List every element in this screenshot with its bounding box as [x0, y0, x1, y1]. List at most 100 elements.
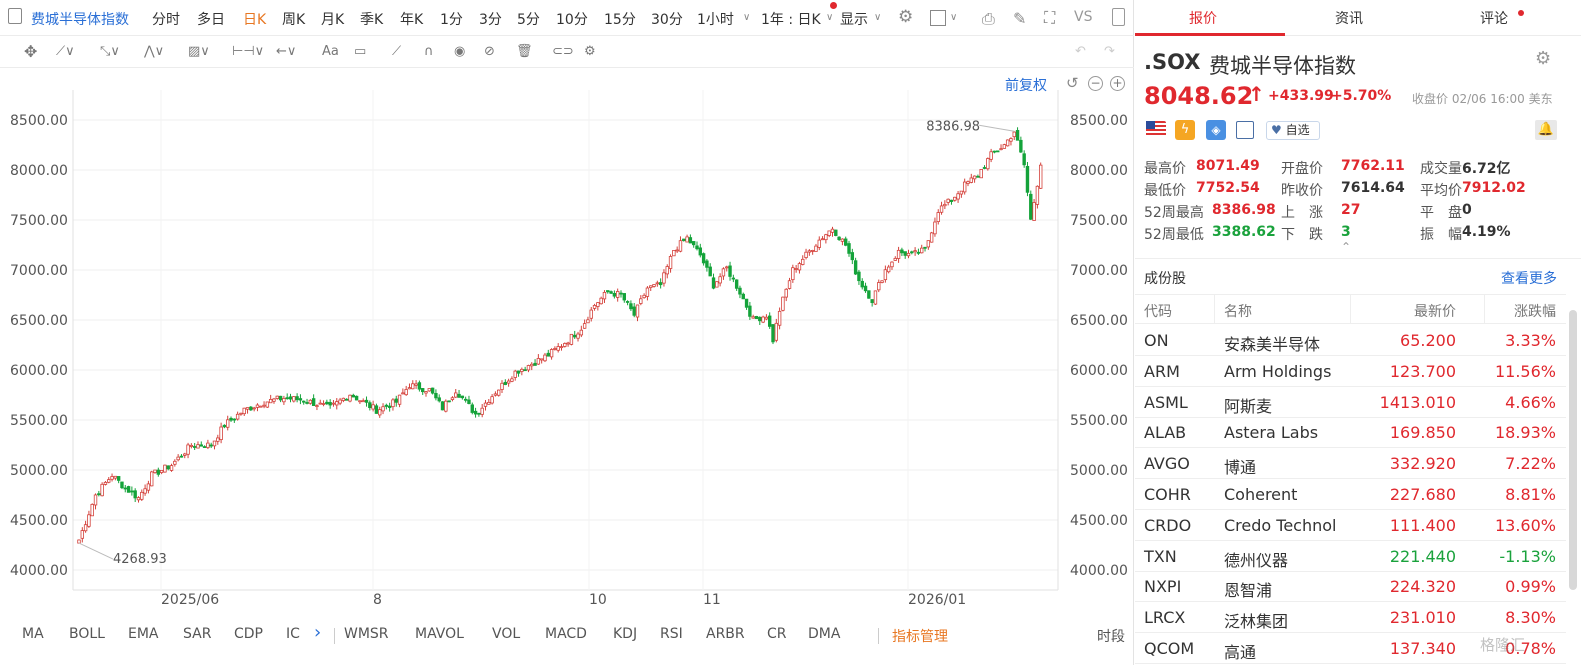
period-6[interactable]: 年K — [400, 12, 424, 28]
period-8[interactable]: 3分 — [479, 12, 502, 28]
indicator-kdj[interactable]: KDJ — [613, 626, 638, 642]
view-more-link[interactable]: 查看更多 — [1501, 271, 1557, 287]
camera-icon[interactable]: ⎙ — [982, 9, 995, 28]
table-row[interactable]: NXPI 恩智浦 224.320 0.99% — [1135, 571, 1566, 603]
column-header[interactable]: 涨跌幅 — [1514, 304, 1556, 320]
period-0[interactable]: 分时 — [152, 12, 180, 28]
link-icon[interactable]: ⊂⊃ — [552, 44, 574, 59]
zoom-in-icon[interactable]: + — [1110, 76, 1125, 91]
gear-icon[interactable]: ⚙ — [1535, 48, 1552, 69]
table-row[interactable]: QCOM 高通 137.340 0.78% — [1135, 633, 1566, 664]
collapse-up-icon[interactable]: ⌃ — [1341, 240, 1352, 254]
indicator-vol[interactable]: VOL — [492, 626, 521, 642]
tab-news[interactable]: 资讯 — [1335, 11, 1363, 27]
alert-bell-icon[interactable]: 🔔 — [1535, 120, 1557, 140]
undo-icon[interactable]: ↶ — [1075, 44, 1086, 59]
lightning-icon[interactable]: ϟ — [1175, 120, 1195, 140]
indicator-arbr[interactable]: ARBR — [706, 626, 745, 642]
text-tool-icon[interactable]: Aa — [322, 44, 339, 59]
adjust-label[interactable]: 前复权 — [1005, 78, 1047, 94]
period-9[interactable]: 5分 — [517, 12, 540, 28]
indicator-ma[interactable]: MA — [22, 626, 44, 642]
candle-body — [302, 400, 306, 403]
indicator-sar[interactable]: SAR — [183, 626, 212, 642]
indicator-ic[interactable]: IC — [286, 626, 300, 642]
chevron-down-icon[interactable]: ∨ — [950, 12, 958, 23]
indicator-mavol[interactable]: MAVOL — [415, 626, 464, 642]
trash-icon[interactable]: 🗑 — [516, 44, 533, 59]
arrow-tool-icon[interactable]: ←∨ — [276, 44, 297, 59]
scrollbar[interactable] — [1569, 310, 1577, 590]
fullscreen-icon[interactable]: ⛶ — [1044, 8, 1056, 27]
redo-icon[interactable]: ↷ — [1104, 44, 1115, 59]
tab-comments[interactable]: 评论 — [1480, 11, 1508, 27]
gear-icon[interactable]: ⚙ — [584, 44, 596, 59]
indicator-ema[interactable]: EMA — [128, 626, 159, 642]
hide-icon[interactable]: ⊘ — [484, 44, 495, 59]
magnet-icon[interactable]: ∩ — [424, 44, 434, 59]
period-4[interactable]: 月K — [321, 12, 345, 28]
document-icon[interactable] — [1236, 121, 1254, 139]
layout-icon[interactable] — [930, 10, 946, 26]
period-11[interactable]: 15分 — [604, 12, 636, 28]
table-row[interactable]: AVGO 博通 332.920 7.22% — [1135, 448, 1566, 480]
indicator-rsi[interactable]: RSI — [660, 626, 683, 642]
indicator-wmsr[interactable]: WMSR — [344, 626, 389, 642]
eye-icon[interactable]: ◉ — [454, 44, 466, 59]
table-row[interactable]: COHR Coherent 227.680 8.81% — [1135, 479, 1566, 510]
table-row[interactable]: ALAB Astera Labs 169.850 18.93% — [1135, 417, 1566, 449]
period-10[interactable]: 10分 — [556, 12, 588, 28]
column-header[interactable]: 最新价 — [1414, 304, 1456, 320]
y-tick-label-left: 5500.00 — [10, 413, 68, 429]
range-selector[interactable]: 1年 : 日K — [761, 12, 821, 28]
pencil-icon[interactable]: ✎ — [1013, 9, 1027, 28]
display-menu[interactable]: 显示 — [840, 12, 868, 28]
period-5[interactable]: 季K — [360, 12, 384, 28]
indicator-boll[interactable]: BOLL — [69, 626, 105, 642]
table-row[interactable]: ASML 阿斯麦 1413.010 4.66% — [1135, 387, 1566, 418]
column-header[interactable]: 名称 — [1224, 304, 1252, 320]
indicator-macd[interactable]: MACD — [545, 626, 587, 642]
period-1[interactable]: 多日 — [197, 12, 225, 28]
table-row[interactable]: LRCX 泛林集团 231.010 8.30% — [1135, 602, 1566, 634]
column-header[interactable]: 代码 — [1144, 304, 1172, 320]
table-row[interactable]: TXN 德州仪器 221.440 -1.13% — [1135, 541, 1566, 572]
table-row[interactable]: ARM Arm Holdings 123.700 11.56% — [1135, 356, 1566, 387]
chevron-down-icon[interactable]: ∨ — [826, 12, 834, 23]
zoom-out-icon[interactable]: − — [1088, 76, 1103, 91]
chevron-down-icon[interactable]: ∨ — [874, 12, 882, 23]
fib-tool-icon[interactable]: ▨∨ — [188, 44, 210, 59]
period-selector[interactable]: 时段 — [1097, 629, 1125, 645]
indicator-cdp[interactable]: CDP — [234, 626, 263, 642]
wave-tool-icon[interactable]: ⋀∨ — [144, 44, 165, 59]
reset-icon[interactable]: ↺ — [1066, 74, 1079, 92]
indicator-dma[interactable]: DMA — [808, 626, 841, 642]
period-12[interactable]: 30分 — [651, 12, 683, 28]
period-2[interactable]: 日K — [243, 12, 267, 28]
tab-quote[interactable]: 报价 — [1189, 11, 1217, 27]
measure-tool-icon[interactable]: ⊢⊣∨ — [232, 44, 265, 59]
polyline-tool-icon[interactable]: ⤡∨ — [100, 44, 120, 59]
indicator-cr[interactable]: CR — [767, 626, 787, 642]
sidebar-toggle-icon[interactable] — [8, 8, 22, 24]
period-7[interactable]: 1分 — [440, 12, 463, 28]
collapse-panel-icon[interactable] — [1112, 8, 1125, 26]
compare-button[interactable]: VS — [1074, 9, 1093, 25]
y-tick-label-right: 8000.00 — [1070, 163, 1128, 179]
indicator-manage[interactable]: 指标管理 — [892, 629, 948, 645]
chevron-right-icon[interactable]: › — [314, 622, 322, 643]
period-13[interactable]: 1小时 — [697, 12, 734, 28]
add-watchlist-button[interactable]: ♥ 自选 — [1266, 121, 1320, 140]
comment-tool-icon[interactable]: ▭ — [354, 44, 367, 59]
chevron-down-icon[interactable]: ∨ — [743, 12, 751, 23]
table-row[interactable]: CRDO Credo Technol 111.400 13.60% — [1135, 510, 1566, 541]
candle-body — [599, 297, 603, 305]
period-3[interactable]: 周K — [282, 12, 306, 28]
move-tool-icon[interactable]: ✥ — [24, 42, 38, 61]
tag-icon[interactable]: ◈ — [1206, 120, 1226, 140]
eraser-tool-icon[interactable]: ⟋ — [392, 44, 402, 59]
table-row[interactable]: ON 安森美半导体 65.200 3.33% — [1135, 325, 1566, 356]
settings-icon[interactable]: ⚙ — [898, 7, 914, 27]
candlestick-chart[interactable]: 4000.00 4000.00 4500.00 4500.00 5000.00 5000.… — [0, 68, 1134, 622]
line-tool-icon[interactable]: ⟋∨ — [56, 44, 75, 59]
